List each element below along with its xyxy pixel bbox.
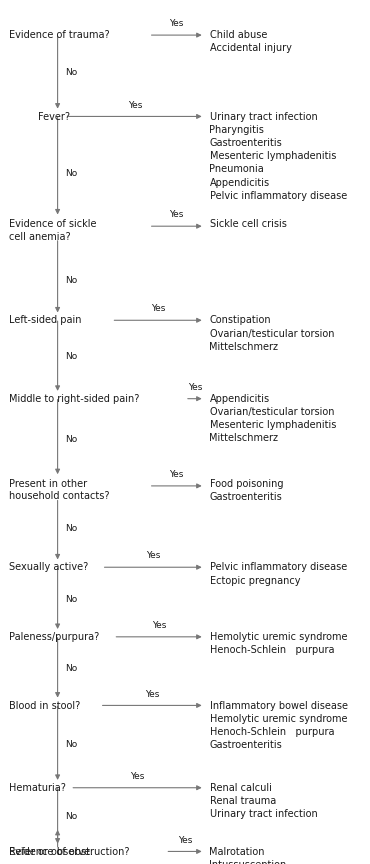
Text: Yes: Yes [152, 621, 166, 630]
Text: Constipation
Ovarian/testicular torsion
Mittelschmerz: Constipation Ovarian/testicular torsion … [209, 315, 334, 352]
Text: Pelvic inflammatory disease
Ectopic pregnancy: Pelvic inflammatory disease Ectopic preg… [209, 562, 347, 586]
Text: No: No [65, 352, 78, 361]
Text: Yes: Yes [130, 772, 145, 781]
Text: Yes: Yes [178, 835, 192, 845]
Text: No: No [65, 168, 78, 178]
Text: Inflammatory bowel disease
Hemolytic uremic syndrome
Henoch-Schlein   purpura
Ga: Inflammatory bowel disease Hemolytic ure… [209, 701, 347, 750]
Text: Blood in stool?: Blood in stool? [9, 701, 80, 710]
Text: Yes: Yes [169, 19, 184, 29]
Text: Refer or observe.: Refer or observe. [9, 847, 93, 856]
Text: Hematuria?: Hematuria? [9, 783, 65, 793]
Text: Paleness/purpura?: Paleness/purpura? [9, 632, 99, 642]
Text: Evidence of trauma?: Evidence of trauma? [9, 30, 109, 41]
Text: No: No [65, 524, 78, 532]
Text: No: No [65, 664, 78, 673]
Text: Malrotation
Intussusception
Volvulus: Malrotation Intussusception Volvulus [209, 847, 287, 864]
Text: Appendicitis
Ovarian/testicular torsion
Mesenteric lymphadenitis
Mittelschmerz: Appendicitis Ovarian/testicular torsion … [209, 394, 336, 443]
Text: Fever?: Fever? [38, 111, 70, 122]
Text: Sickle cell crisis: Sickle cell crisis [209, 219, 286, 229]
Text: Yes: Yes [188, 383, 202, 391]
Text: Sexually active?: Sexually active? [9, 562, 88, 572]
Text: Yes: Yes [169, 210, 184, 219]
Text: Renal calculi
Renal trauma
Urinary tract infection: Renal calculi Renal trauma Urinary tract… [209, 783, 317, 819]
Text: Yes: Yes [145, 689, 159, 699]
Text: Urinary tract infection
Pharyngitis
Gastroenteritis
Mesenteric lymphadenitis
Pne: Urinary tract infection Pharyngitis Gast… [209, 111, 347, 200]
Text: Hemolytic uremic syndrome
Henoch-Schlein   purpura: Hemolytic uremic syndrome Henoch-Schlein… [209, 632, 347, 655]
Text: No: No [65, 595, 78, 604]
Text: Yes: Yes [151, 304, 165, 314]
Text: Left-sided pain: Left-sided pain [9, 315, 81, 326]
Text: Child abuse
Accidental injury: Child abuse Accidental injury [209, 30, 292, 54]
Text: No: No [65, 740, 78, 749]
Text: Middle to right-sided pain?: Middle to right-sided pain? [9, 394, 139, 403]
Text: No: No [65, 435, 78, 444]
Text: Evidence of obstruction?: Evidence of obstruction? [9, 847, 129, 856]
Text: No: No [65, 68, 78, 77]
Text: Yes: Yes [128, 100, 142, 110]
Text: Present in other
household contacts?: Present in other household contacts? [9, 479, 109, 501]
Text: Food poisoning
Gastroenteritis: Food poisoning Gastroenteritis [209, 479, 283, 502]
Text: Yes: Yes [169, 470, 184, 479]
Text: Yes: Yes [146, 551, 160, 561]
Text: No: No [65, 276, 78, 284]
Text: No: No [65, 811, 78, 821]
Text: Evidence of sickle
cell anemia?: Evidence of sickle cell anemia? [9, 219, 96, 242]
